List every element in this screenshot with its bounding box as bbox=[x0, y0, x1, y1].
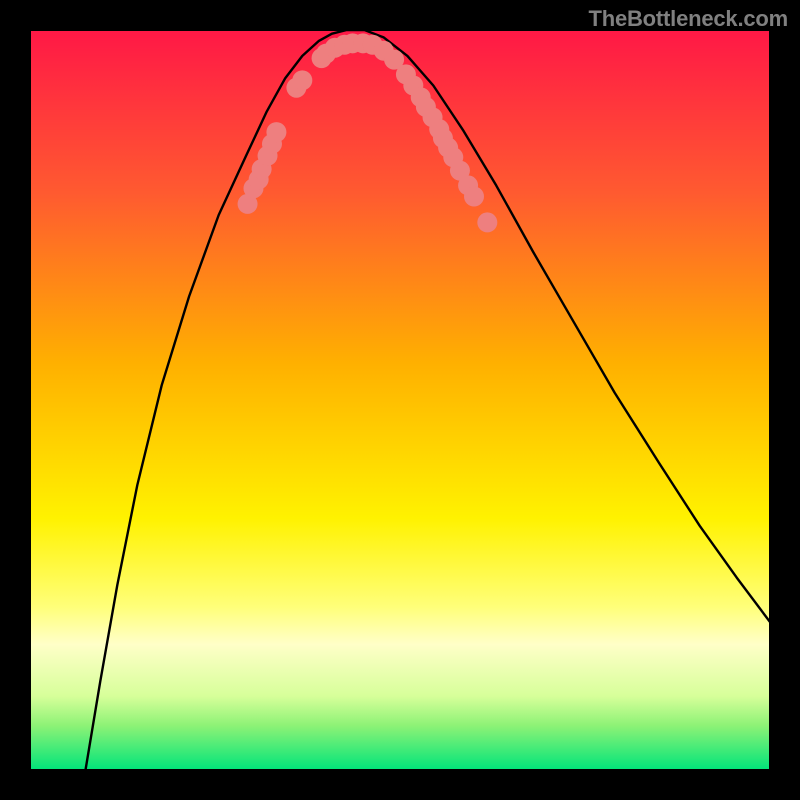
bottleneck-chart bbox=[0, 0, 800, 800]
data-marker bbox=[464, 187, 484, 207]
watermark-label: TheBottleneck.com bbox=[588, 6, 788, 32]
data-marker bbox=[266, 122, 286, 142]
data-marker bbox=[477, 212, 497, 232]
chart-container: TheBottleneck.com bbox=[0, 0, 800, 800]
data-marker bbox=[292, 70, 312, 90]
